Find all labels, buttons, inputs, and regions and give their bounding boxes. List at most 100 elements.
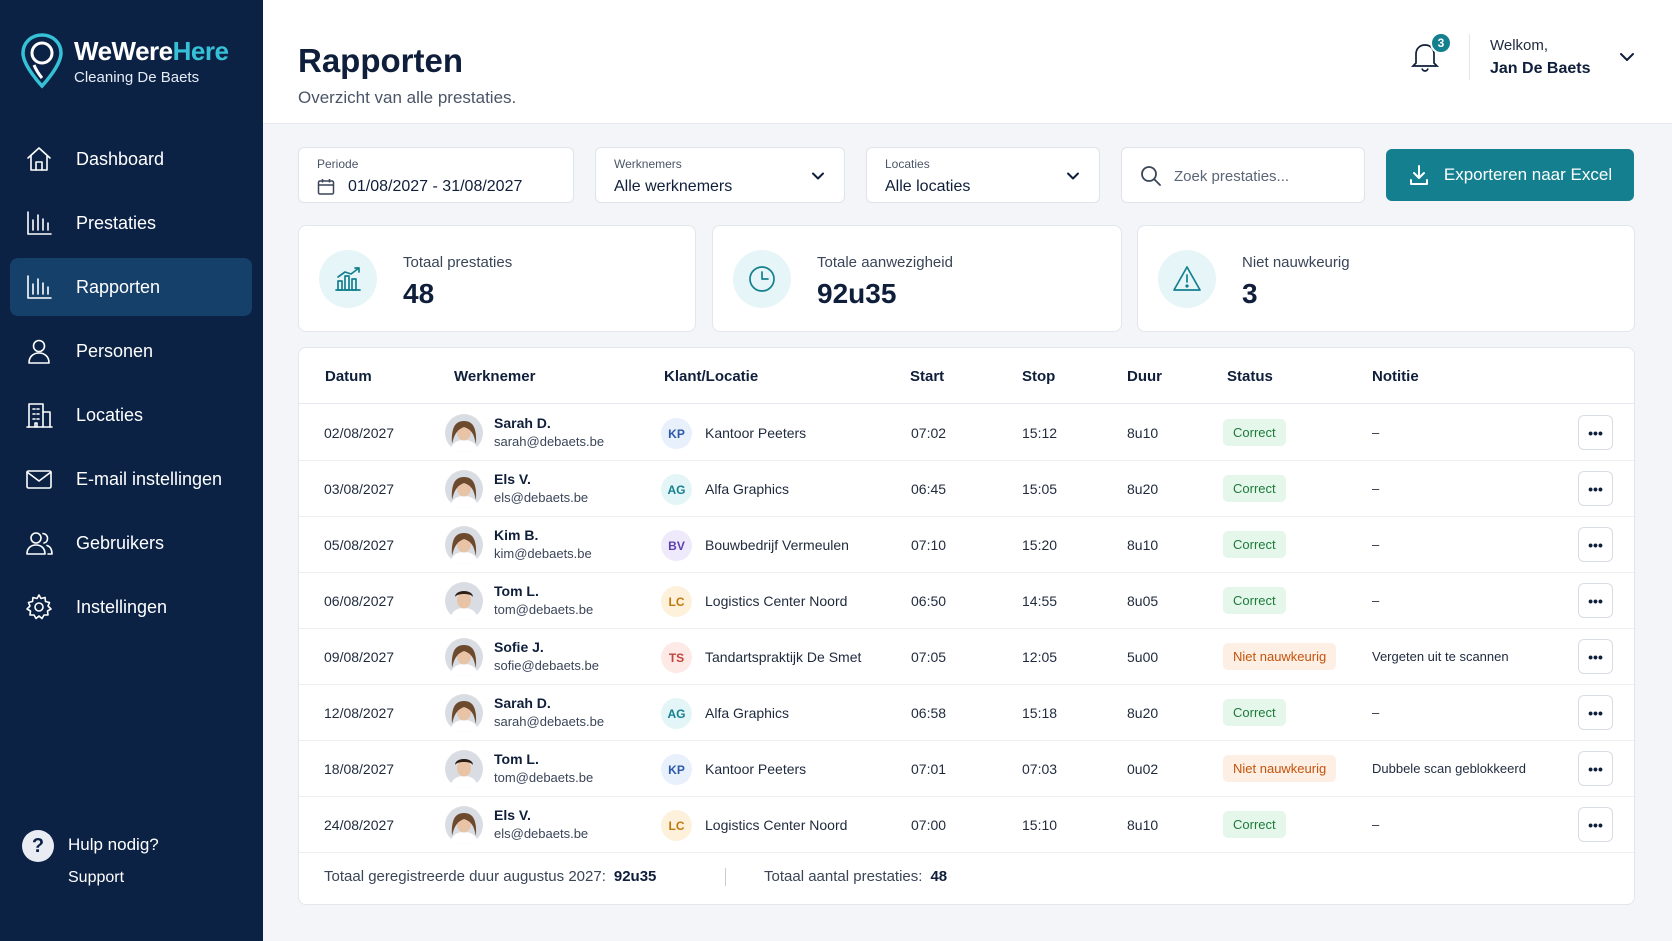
row-start-time: 07:00 xyxy=(911,817,947,833)
employee-name: Sofie J. xyxy=(494,639,544,655)
column-header-employee[interactable]: Werknemer xyxy=(454,368,536,385)
row-more-button[interactable]: ••• xyxy=(1578,639,1613,674)
avatar xyxy=(445,638,483,676)
sidebar-item-label: Dashboard xyxy=(76,148,165,169)
employee-email: sofie@debaets.be xyxy=(494,658,599,673)
column-header-client[interactable]: Klant/Locatie xyxy=(664,368,759,385)
column-header-note[interactable]: Notitie xyxy=(1372,368,1419,385)
row-more-button[interactable]: ••• xyxy=(1578,807,1613,842)
status-badge: Correct xyxy=(1223,811,1286,838)
row-duration: 8u20 xyxy=(1127,705,1159,721)
location-code-badge: AG xyxy=(661,698,692,729)
row-date: 24/08/2027 xyxy=(324,817,395,833)
row-duration: 8u10 xyxy=(1127,817,1159,833)
sidebar-item-instellingen[interactable]: Instellingen xyxy=(10,578,252,636)
status-badge: Correct xyxy=(1223,475,1286,502)
row-note: – xyxy=(1372,481,1380,496)
location-code-badge: KP xyxy=(661,754,692,785)
row-more-button[interactable]: ••• xyxy=(1578,415,1613,450)
location-name: Kantoor Peeters xyxy=(705,425,807,441)
status-badge: Niet nauwkeurig xyxy=(1223,643,1337,670)
row-more-button[interactable]: ••• xyxy=(1578,583,1613,618)
avatar xyxy=(445,694,483,732)
help-support-link[interactable]: ? Hulp nodig? Support xyxy=(22,830,159,887)
column-header-duration[interactable]: Duur xyxy=(1127,368,1162,385)
person-icon xyxy=(28,339,50,364)
table-footer: Totaal geregistreerde duur augustus 2027… xyxy=(299,848,1634,904)
column-header-status[interactable]: Status xyxy=(1227,368,1273,385)
status-badge: Niet nauwkeurig xyxy=(1223,755,1337,782)
period-filter[interactable]: Periode 01/08/2027 - 31/08/2027 xyxy=(298,147,574,203)
employee-name: Els V. xyxy=(494,471,531,487)
sidebar-item-email-settings[interactable]: E-mail instellingen xyxy=(10,450,252,508)
row-stop-time: 12:05 xyxy=(1022,649,1058,665)
row-start-time: 07:05 xyxy=(911,649,947,665)
row-note: Dubbele scan geblokkeerd xyxy=(1372,761,1526,776)
search-box xyxy=(1121,147,1365,203)
row-more-button[interactable]: ••• xyxy=(1578,471,1613,506)
sidebar-item-dashboard[interactable]: Dashboard xyxy=(10,130,252,188)
location-name: Bouwbedrijf Vermeulen xyxy=(705,537,849,553)
stat-value: 3 xyxy=(1242,278,1258,309)
row-more-button[interactable]: ••• xyxy=(1578,527,1613,562)
sidebar-item-label: Personen xyxy=(76,340,154,361)
sidebar-item-label: E-mail instellingen xyxy=(76,468,223,489)
avatar xyxy=(445,806,483,844)
column-header-start[interactable]: Start xyxy=(910,368,945,385)
row-start-time: 07:01 xyxy=(911,761,947,777)
row-start-time: 06:50 xyxy=(911,593,947,609)
row-start-time: 06:58 xyxy=(911,705,947,721)
employee-email: tom@debaets.be xyxy=(494,770,594,785)
column-header-date[interactable]: Datum xyxy=(325,368,372,385)
chevron-down-icon[interactable] xyxy=(1618,48,1636,66)
user-menu[interactable]: Welkom, Jan De Baets xyxy=(1490,37,1591,78)
sidebar-item-personen[interactable]: Personen xyxy=(10,322,252,380)
bar-chart-icon xyxy=(27,211,52,235)
export-excel-button[interactable]: Exporteren naar Excel xyxy=(1386,149,1634,201)
location-code-badge: AG xyxy=(661,474,692,505)
notifications-button[interactable]: 3 xyxy=(1410,32,1452,74)
user-name: Jan De Baets xyxy=(1490,60,1591,77)
status-badge: Correct xyxy=(1223,587,1286,614)
sidebar-item-rapporten[interactable]: Rapporten xyxy=(10,258,252,316)
home-icon xyxy=(27,147,51,171)
employee-email: sarah@debaets.be xyxy=(494,714,605,729)
avatar xyxy=(445,470,483,508)
support-link[interactable]: Support xyxy=(68,869,125,886)
row-more-button[interactable]: ••• xyxy=(1578,695,1613,730)
location-code-badge: KP xyxy=(661,418,692,449)
sidebar-item-label: Rapporten xyxy=(76,276,161,297)
search-input[interactable] xyxy=(1174,162,1354,190)
table-row: 09/08/2027 Sofie J. sofie@debaets.be TS Tand… xyxy=(299,629,1634,685)
column-header-stop[interactable]: Stop xyxy=(1022,368,1056,385)
employees-select[interactable]: Werknemers Alle werknemers xyxy=(595,147,845,203)
period-label: Periode xyxy=(317,157,359,171)
row-more-button[interactable]: ••• xyxy=(1578,751,1613,786)
avatar xyxy=(445,582,483,620)
row-date: 12/08/2027 xyxy=(324,705,395,721)
location-code-badge: TS xyxy=(661,642,692,673)
row-note: – xyxy=(1372,537,1380,552)
employee-name: Els V. xyxy=(494,807,531,823)
row-duration: 5u00 xyxy=(1127,649,1159,665)
locations-select[interactable]: Locaties Alle locaties xyxy=(866,147,1100,203)
brand-subtitle: Cleaning De Baets xyxy=(74,69,200,86)
welcome-label: Welkom, xyxy=(1490,37,1549,54)
row-duration: 8u05 xyxy=(1127,593,1159,609)
sidebar-item-gebruikers[interactable]: Gebruikers xyxy=(10,514,252,572)
employee-name: Tom L. xyxy=(494,751,539,767)
brand-logo[interactable]: WeWereHere Cleaning De Baets xyxy=(20,32,229,90)
status-badge: Correct xyxy=(1223,419,1286,446)
location-pin-logo-icon xyxy=(21,33,63,89)
row-start-time: 07:10 xyxy=(911,537,947,553)
row-duration: 0u02 xyxy=(1127,761,1159,777)
row-note: – xyxy=(1372,705,1380,720)
page-title: Rapporten xyxy=(298,42,463,79)
stat-value: 92u35 xyxy=(817,278,897,309)
sidebar-item-prestaties[interactable]: Prestaties xyxy=(10,194,252,252)
employee-name: Sarah D. xyxy=(494,695,551,711)
chevron-down-icon xyxy=(1067,172,1079,180)
stat-label: Totaal prestaties xyxy=(403,254,513,271)
sidebar-item-locaties[interactable]: Locaties xyxy=(10,386,252,444)
footer-divider xyxy=(725,868,726,886)
